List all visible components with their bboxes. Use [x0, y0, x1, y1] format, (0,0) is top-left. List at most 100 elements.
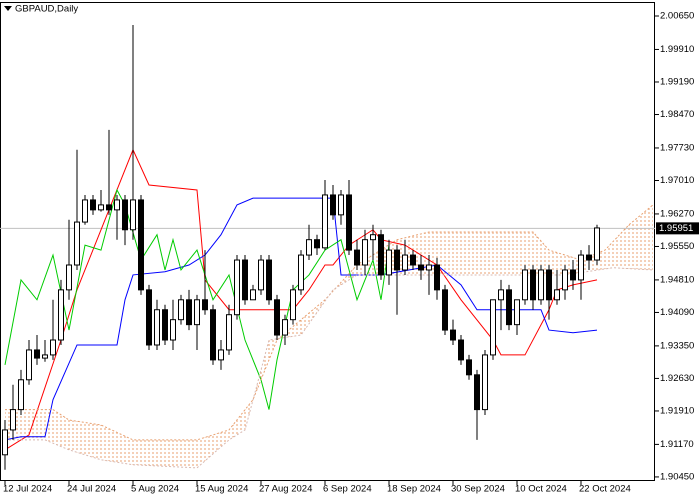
candle-body — [314, 239, 320, 249]
candle-body — [362, 239, 368, 266]
candle-body — [202, 299, 208, 311]
candle-body — [322, 194, 328, 249]
candle-body — [146, 289, 152, 346]
chart-title: GBPAUD,Daily — [15, 4, 78, 15]
candle-body — [306, 239, 312, 256]
y-tick-label: 2.00650 — [660, 11, 694, 22]
candle-body — [594, 227, 600, 261]
candle-body — [114, 199, 120, 211]
y-tick-label: 1.90450 — [660, 471, 694, 482]
candle-body — [50, 339, 56, 356]
candle-body — [170, 319, 176, 341]
candle-body — [418, 264, 424, 271]
candle-body — [210, 309, 216, 361]
plot-border — [0, 2, 655, 481]
y-tick-label: 1.93350 — [660, 340, 694, 351]
candle-body — [274, 299, 280, 336]
y-tick-label: 1.96270 — [660, 208, 694, 219]
x-tick-label: 24 Jul 2024 — [67, 484, 116, 495]
candle-body — [282, 319, 288, 336]
candle-body — [402, 254, 408, 271]
candle-body — [98, 204, 104, 211]
candle-body — [562, 269, 568, 291]
candle-body — [194, 299, 200, 326]
indicator-line — [4, 148, 598, 451]
candle-body — [410, 254, 416, 266]
candle-body — [338, 194, 344, 216]
last-price-label: 1.95951 — [659, 223, 693, 234]
candle-body — [130, 199, 136, 231]
candle-body — [466, 359, 472, 376]
x-tick-label: 15 Aug 2024 — [195, 484, 248, 495]
candle-body — [178, 299, 184, 321]
candle-body — [58, 289, 64, 341]
y-tick-label: 1.91910 — [660, 405, 694, 416]
candle-body — [18, 379, 24, 411]
candle-body — [154, 309, 160, 346]
candle-body — [538, 269, 544, 301]
candle-body — [26, 349, 32, 381]
candle-body — [586, 254, 592, 261]
candle-body — [370, 234, 376, 241]
candle-body — [42, 354, 48, 359]
x-tick-label: 30 Sep 2024 — [451, 484, 505, 495]
candle-body — [474, 374, 480, 411]
candle-body — [450, 329, 456, 341]
x-tick-label: 10 Oct 2024 — [515, 484, 567, 495]
x-tick-label: 12 Jul 2024 — [3, 484, 52, 495]
cloud-span — [5, 204, 654, 441]
candle-body — [66, 264, 72, 291]
candle-body — [378, 234, 384, 276]
candle-body — [442, 289, 448, 331]
x-tick-label: 27 Aug 2024 — [259, 484, 312, 495]
candle-body — [250, 289, 256, 301]
candle-body — [298, 254, 304, 291]
candle-body — [226, 314, 232, 351]
candle-body — [458, 339, 464, 361]
candle-body — [106, 204, 112, 211]
candle-body — [434, 264, 440, 291]
candle-body — [522, 269, 528, 301]
last-price-box — [656, 222, 699, 235]
y-tick-label: 1.94090 — [660, 307, 694, 318]
candle-body — [498, 289, 504, 301]
candle-body — [74, 221, 80, 266]
candle-body — [490, 299, 496, 356]
candle-body — [234, 259, 240, 316]
candle-body — [570, 269, 576, 281]
candle-body — [354, 249, 360, 266]
candle-body — [578, 254, 584, 281]
y-tick-label: 1.95550 — [660, 241, 694, 252]
y-tick-label: 1.94810 — [660, 274, 694, 285]
candle-body — [346, 194, 352, 251]
candle-body — [330, 194, 336, 216]
candle-body — [218, 349, 224, 361]
candle-body — [506, 289, 512, 326]
x-tick-label: 6 Sep 2024 — [323, 484, 372, 495]
candle-body — [122, 199, 128, 231]
y-tick-label: 1.98470 — [660, 109, 694, 120]
cloud-span — [5, 267, 654, 469]
y-tick-label: 1.97730 — [660, 142, 694, 153]
x-tick-label: 18 Sep 2024 — [387, 484, 441, 495]
candle-body — [482, 354, 488, 411]
candle-body — [530, 269, 536, 301]
candle-body — [2, 429, 8, 456]
candle-body — [34, 349, 40, 359]
candle-body — [258, 259, 264, 291]
candle-body — [394, 249, 400, 271]
candle-body — [242, 259, 248, 301]
candle-body — [162, 309, 168, 341]
candle-body — [426, 264, 432, 271]
y-tick-label: 1.91170 — [660, 439, 694, 450]
y-tick-label: 1.97010 — [660, 175, 694, 186]
candle-body — [514, 299, 520, 326]
x-tick-label: 22 Oct 2024 — [579, 484, 631, 495]
candle-body — [554, 289, 560, 301]
candle-body — [82, 199, 88, 223]
menu-triangle — [4, 6, 12, 11]
candle-body — [290, 289, 296, 321]
candle-body — [266, 259, 272, 301]
indicator-line — [4, 188, 390, 410]
